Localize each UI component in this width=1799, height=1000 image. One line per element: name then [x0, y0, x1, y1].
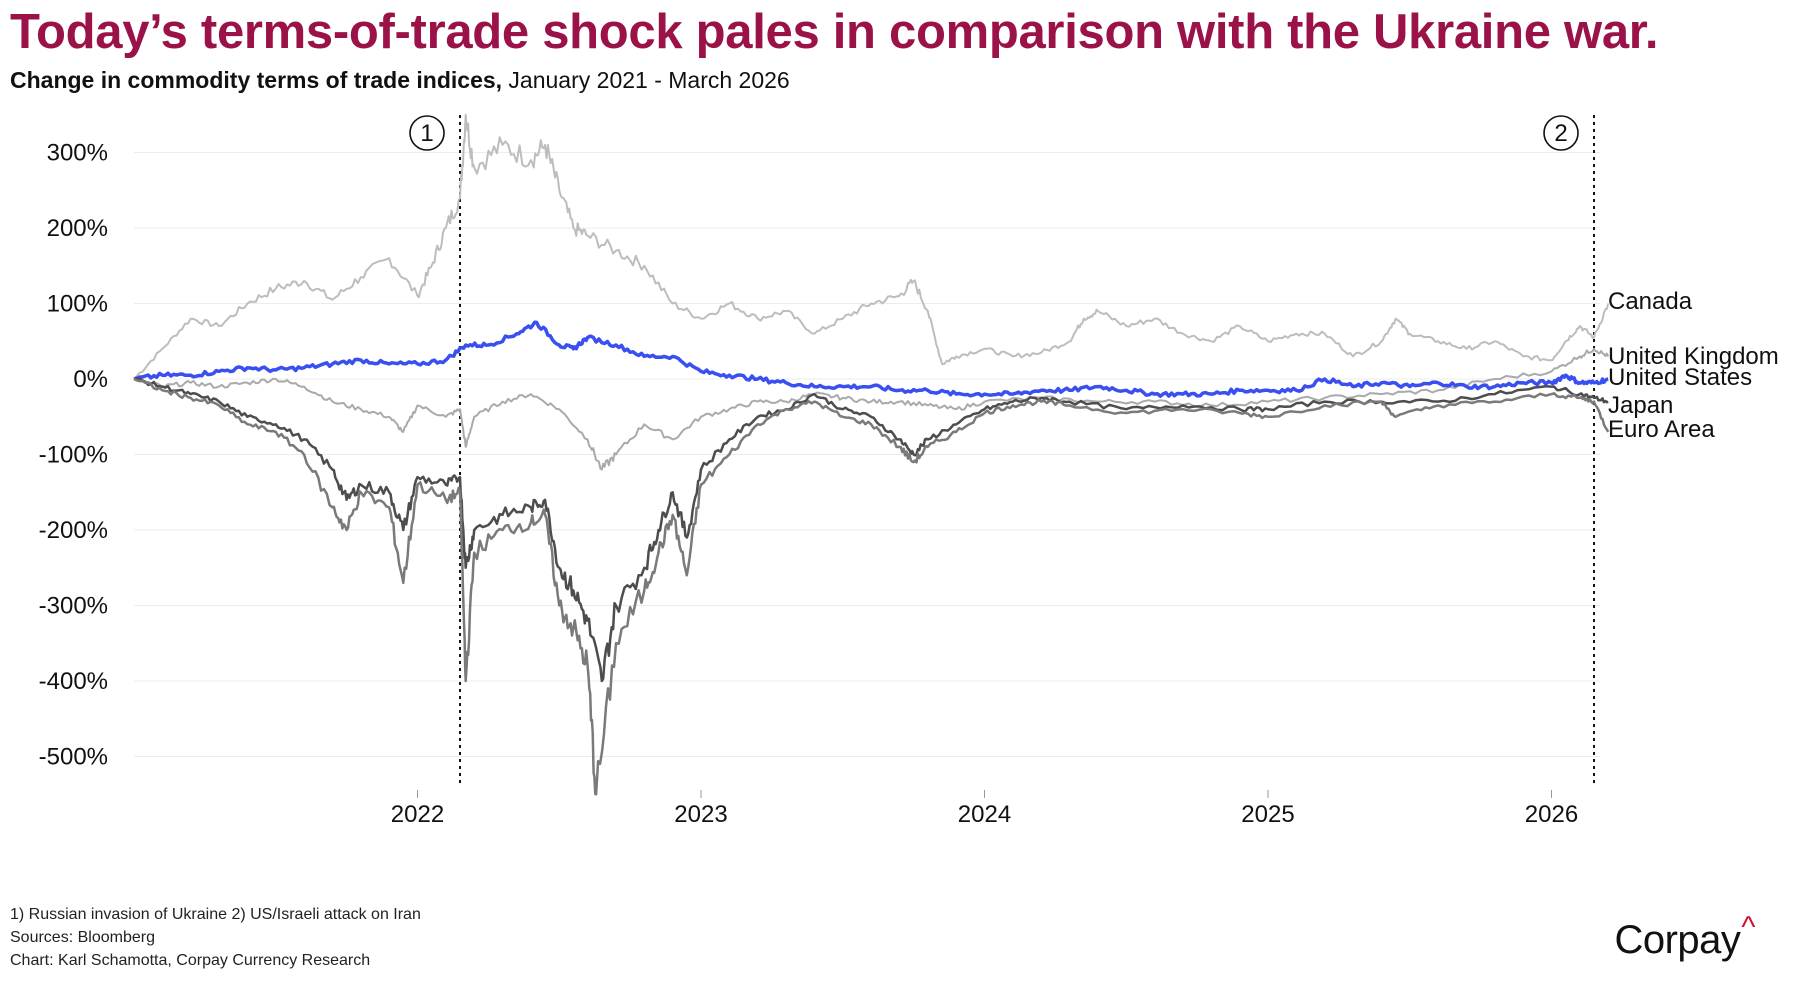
series-line [133, 347, 1610, 471]
y-tick-label: 300% [47, 140, 108, 167]
y-tick-label: -400% [39, 668, 108, 695]
series-label: Canada [1608, 288, 1693, 315]
event-marker-circle [1543, 115, 1579, 151]
footnote-sources: Sources: Bloomberg [10, 929, 155, 946]
brand-name: Corpay [1614, 918, 1741, 962]
event-marker-label: 1 [420, 120, 433, 147]
chart-title: Today’s terms-of-trade shock pales in co… [10, 5, 1659, 59]
x-tick-label: 2025 [1241, 801, 1294, 828]
series-label: United States [1608, 364, 1752, 391]
corpay-logo: Corpay^ [1614, 911, 1755, 963]
y-tick-label: 0% [73, 366, 108, 393]
x-tick-label: 2026 [1525, 801, 1578, 828]
footnote-credit: Chart: Karl Schamotta, Corpay Currency R… [10, 952, 371, 969]
series-label: Euro Area [1608, 416, 1715, 443]
brand-caret-icon: ^ [1741, 911, 1755, 944]
series-line [133, 320, 1609, 398]
series-label: Japan [1608, 392, 1673, 419]
x-tick-label: 2023 [674, 801, 727, 828]
subtitle-bold: Change in commodity terms of trade indic… [10, 67, 503, 93]
subtitle-date-range: January 2021 - March 2026 [502, 67, 790, 93]
y-tick-label: -500% [39, 744, 108, 771]
series-label: United Kingdom [1608, 343, 1779, 370]
chart-subtitle: Change in commodity terms of trade indic… [10, 67, 790, 94]
event-marker-circle [409, 115, 445, 151]
footnote-events: 1) Russian invasion of Ukraine 2) US/Isr… [10, 906, 421, 923]
series-line [133, 377, 1610, 796]
series-line [133, 113, 1610, 380]
series-line [133, 377, 1609, 683]
event-marker-label: 2 [1554, 120, 1567, 147]
y-tick-label: 100% [47, 291, 108, 318]
x-axis-labels: 2022 2023 2024 2025 2026 [391, 790, 1578, 828]
y-tick-label: -100% [39, 442, 108, 469]
y-axis-labels: 300% 200% 100% 0% -100% -200% -300% -400% -500% [39, 140, 108, 771]
x-tick-label: 2024 [958, 801, 1011, 828]
y-tick-label: -300% [39, 593, 108, 620]
footer: 1) Russian invasion of Ukraine 2) US/Isr… [10, 903, 421, 972]
gridlines [134, 152, 1600, 757]
x-tick-label: 2022 [391, 801, 444, 828]
y-tick-label: 200% [47, 215, 108, 242]
series-lines [133, 113, 1610, 796]
y-tick-label: -200% [39, 517, 108, 544]
